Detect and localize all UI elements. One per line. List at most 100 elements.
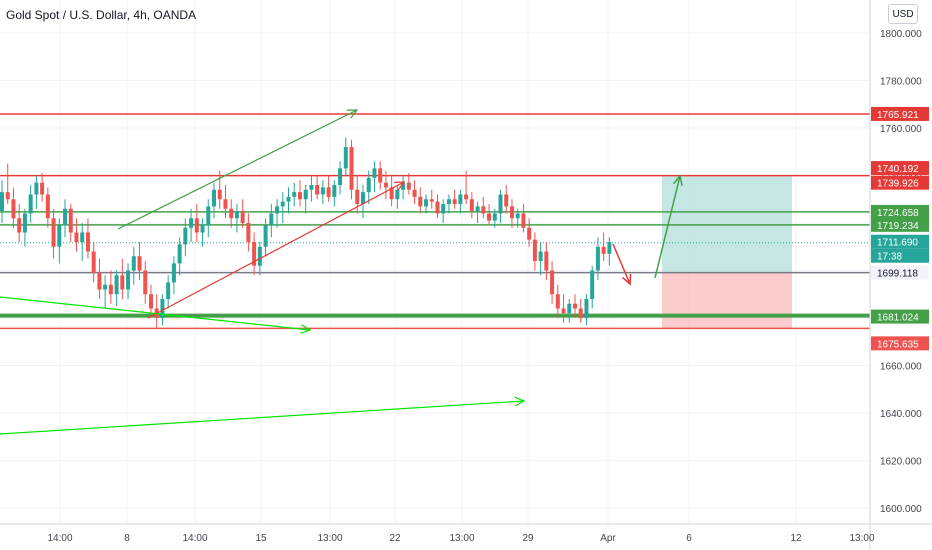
x-tick-label: 29 [522,533,534,544]
candle-body [521,213,526,228]
price-badge-label: 1675.635 [877,339,919,350]
candle-body [80,232,85,242]
price-badge-label: 1739.926 [877,179,919,190]
chart-title: Gold Spot / U.S. Dollar, 4h, OANDA [6,8,197,22]
candle-body [229,208,234,219]
candle-body [68,208,73,233]
candle-body [97,272,102,290]
price-badge-label: 1724.658 [877,208,919,219]
candle-body [143,270,148,295]
candle-body [103,284,108,290]
y-tick-label: 1600.000 [880,504,922,515]
price-badge-label: 1765.921 [877,110,919,121]
trend-arrow-upper [117,109,358,230]
candle-body [418,196,423,207]
candle-body [286,196,291,202]
candle-body [401,182,406,190]
candle-body [389,187,394,200]
candle-body [85,232,90,252]
candle-body [183,227,188,245]
pullback-arrow [612,243,631,285]
price-badge [871,217,929,232]
candle-body [120,275,125,290]
x-tick-label: 15 [255,533,267,544]
candle-body [194,218,199,233]
trend-arrow-support [147,181,405,319]
target-arrow-head [673,174,683,186]
candle-body [114,275,119,295]
candle-body [578,308,583,318]
candle-body [412,189,417,197]
candle-body [240,211,245,223]
candle-body [481,206,486,214]
candle-body [11,199,16,219]
price-badge [871,106,929,121]
horizontal-levels [0,113,870,330]
candle-body [452,199,457,204]
y-tick-label: 1640.000 [880,409,922,420]
candle-body [160,299,165,318]
candle-body [206,206,211,226]
x-tick-label: Apr [600,533,616,544]
price-badge [871,175,929,190]
candle-body [320,187,325,195]
y-tick-label: 1760.000 [880,124,922,135]
candle-body [343,147,348,169]
candle-body [263,225,268,247]
target-arrow [654,175,681,279]
candle-body [550,270,555,295]
price-badge [871,309,929,324]
price-badge [871,161,929,176]
x-tick-label: 14:00 [47,533,72,544]
candle-body [509,206,514,219]
price-badge-label: 1711.690 [877,238,918,249]
candle-body [40,182,45,195]
candle-body [189,218,194,228]
candle-body [326,187,331,197]
pullback-arrow-head [621,273,632,286]
candle-body [538,251,543,261]
candle-body [246,223,251,242]
candle-body [5,192,10,200]
price-badge [871,265,929,280]
y-tick-label: 1620.000 [880,457,922,468]
candle-body [212,189,217,207]
candle-body [515,213,520,219]
candle-body [424,199,429,207]
candle-body [217,189,222,200]
candle-body [607,242,612,254]
candle-body [366,177,371,193]
y-tick-label: 1800.000 [880,29,922,40]
candle-body [446,199,451,204]
candle-body [297,192,302,200]
position-zones [662,175,792,329]
candle-body [45,194,50,219]
candle-body [252,242,257,266]
x-tick-label: 6 [686,533,692,544]
candle-body [332,185,337,197]
loss-zone [662,272,792,329]
candle-body [435,201,440,214]
x-tick-label: 22 [389,533,401,544]
candle-body [292,192,297,197]
candle-body [108,284,113,295]
candle-body [383,182,388,188]
candle-body [57,225,62,247]
candle-body [601,246,606,254]
candle-body [91,251,96,273]
y-tick-label: 1660.000 [880,362,922,373]
price-axis[interactable]: 1600.0001620.0001640.0001660.0001680.000… [869,0,929,550]
candle-body [177,244,182,264]
candle-body [74,232,79,242]
candle-body [573,303,577,309]
candle-body [126,270,131,290]
candle-body [441,204,446,214]
price-badge [871,234,929,249]
candle-body [315,185,320,195]
time-axis[interactable]: 14:00 8 14:00 15 13:00 22 13:00 29 Apr 6 12 13:00 [0,523,932,544]
candle-body [275,206,280,214]
currency-button[interactable]: USD [888,4,918,24]
x-tick-label: 13:00 [317,533,342,544]
candle-body [223,199,228,209]
